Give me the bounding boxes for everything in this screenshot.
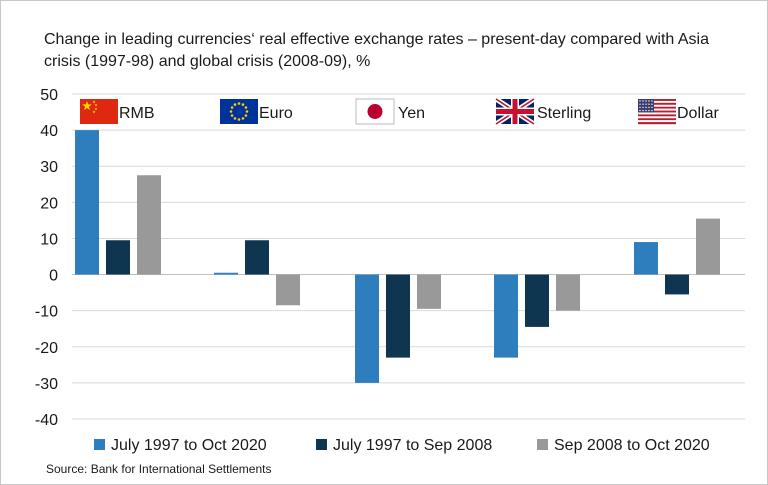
flag-star [651,106,653,109]
flag-canton [638,99,654,113]
flag-stripe [638,116,676,119]
eu-flag-icon [220,99,258,124]
flag-stripe [638,122,676,125]
bar [106,240,130,275]
flag-star [94,103,98,107]
us-flag-icon [638,99,676,125]
y-tick-label: 10 [40,231,58,248]
flag-star [645,109,647,112]
flag-star [244,106,248,109]
flag-stripe [638,108,676,111]
flag-star [648,109,650,112]
flag-stripe [638,112,676,115]
flag-star [237,118,241,121]
flag-stripe [638,106,676,109]
flag-stripe [638,110,676,113]
flag-star [237,102,241,105]
flag-star [639,109,641,112]
legend-swatch [316,439,327,450]
flag-star [639,103,641,105]
bar [665,274,689,295]
flag-star [230,114,234,117]
flag-star [233,103,237,106]
flag-stripe [638,99,676,102]
bar [276,274,300,306]
bar [556,274,580,311]
y-tick-label: 20 [40,195,58,212]
y-tick-label: 0 [49,268,58,285]
china-flag-icon [80,99,118,124]
flag-star [229,110,233,113]
y-tick-label: 40 [40,123,58,140]
bar [214,272,238,275]
flag-star [642,109,644,112]
flag-star [245,110,249,113]
bar [386,274,410,358]
flag-star [651,103,653,105]
currency-label: Euro [259,105,293,122]
legend-label: July 1997 to Oct 2020 [111,437,267,454]
bar [525,274,549,327]
legend-label: Sep 2008 to Oct 2020 [554,437,710,454]
bar [696,218,720,275]
source-note: Source: Bank for International Settlemen… [46,462,272,476]
y-tick-label: 30 [40,159,58,176]
bar [245,240,269,275]
chart-title: Change in leading currencies‘ real effec… [44,31,709,70]
flag-star [642,100,644,102]
bar [634,242,658,275]
bar [355,274,379,383]
uk-flag-icon [494,96,536,127]
flag-stripe [638,120,676,123]
y-tick-label: -10 [35,304,58,321]
flag-disc [367,104,383,119]
flag-star [92,100,96,104]
japan-flag-icon [355,98,395,125]
y-tick-label: 50 [40,87,58,104]
flag-star [642,106,644,109]
legend-swatch [94,439,105,450]
y-tick-label: -40 [35,412,58,429]
flag-field [80,99,118,124]
flag-star [244,114,248,117]
flag-star [645,103,647,105]
flag-star [648,106,650,109]
flag-star [82,101,92,110]
flag-cross [496,109,534,114]
currency-label: Yen [398,105,425,122]
flag-star [639,106,641,109]
flag-stripe [638,102,676,105]
flag-stripe [638,118,676,121]
y-tick-label: -30 [35,376,58,393]
bar [417,274,441,309]
flag-star [639,100,641,102]
currency-label: Sterling [537,105,591,122]
bar [75,130,99,275]
flag-star [92,110,96,114]
currency-label: Dollar [677,105,719,122]
flag-star [241,117,245,120]
y-tick-label: -20 [35,340,58,357]
flag-star [651,109,653,112]
bar [137,175,161,275]
flag-star [648,100,650,102]
legend-swatch [537,439,548,450]
currency-label: RMB [119,105,155,122]
flag-stripe [638,100,676,104]
flag-star [233,117,237,120]
flag-star [230,106,234,109]
flag-star [241,103,245,106]
flag-star [651,100,653,102]
bar [494,274,518,358]
legend-label: July 1997 to Sep 2008 [333,437,492,454]
flag-star [645,100,647,102]
flag-stripe [638,114,676,117]
flag-star [645,106,647,109]
flag-star [648,103,650,105]
flag-star [642,103,644,105]
flag-stripe [638,104,676,107]
flag-star [94,107,98,111]
